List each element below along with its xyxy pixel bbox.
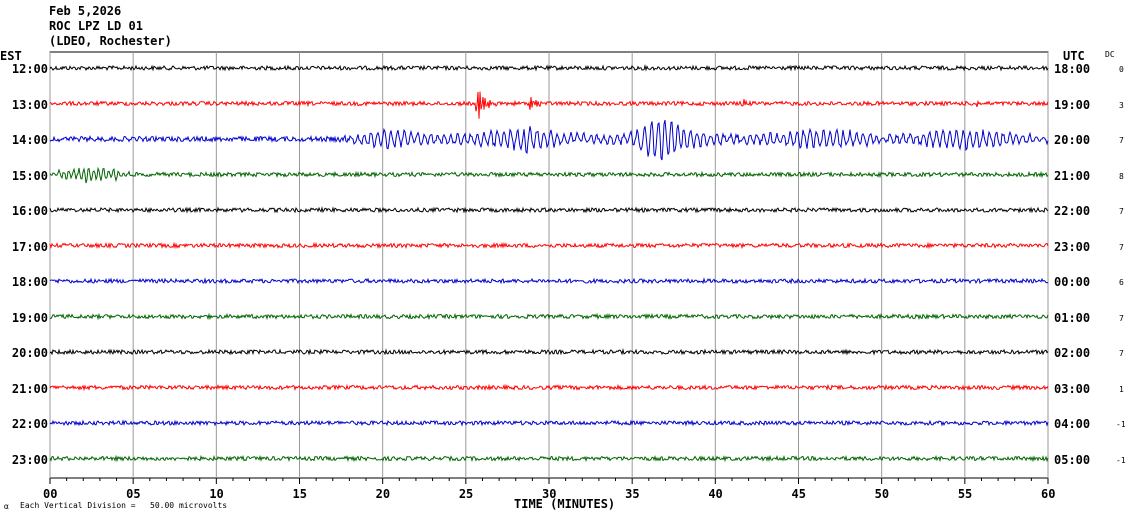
x-tick-label-25: 25: [458, 487, 474, 501]
x-tick-label-50: 50: [874, 487, 890, 501]
utc-label-2300: 23:00: [1054, 239, 1091, 254]
dc-value: 8: [1119, 171, 1124, 181]
dc-value: 1: [1119, 384, 1124, 394]
x-tick-label-15: 15: [292, 487, 307, 501]
dc-value: 7: [1119, 207, 1124, 216]
trace-2200: [49, 419, 1049, 427]
trace-1700: [49, 241, 1049, 250]
trace-1800: [49, 277, 1049, 285]
x-tick-label-35: 35: [625, 487, 640, 501]
est-label-1600: 16:00: [11, 204, 48, 218]
trace-1900: [49, 312, 1049, 321]
x-tick-label-40: 40: [708, 487, 723, 501]
x-tick-label-30: 30: [542, 487, 557, 501]
dc-value: 7: [1119, 313, 1124, 323]
dc-axis-label: DC: [1105, 50, 1115, 59]
est-label-1800: 18:00: [11, 275, 48, 289]
x-axis-label: TIME (MINUTES): [514, 497, 616, 511]
est-label-1200: 12:00: [11, 62, 48, 76]
utc-label-0200: 02:00: [1054, 346, 1091, 360]
dc-value: 7: [1119, 136, 1124, 145]
trace-2300: [49, 454, 1049, 463]
vertical-division-note: Each Vertical Division = 50.00 microvolt…: [20, 501, 228, 510]
trace-1500: [49, 166, 1049, 184]
trace-1200: [49, 64, 1049, 72]
est-label-1500: 15:00: [11, 168, 48, 183]
station-label: ROC LPZ LD 01: [49, 19, 143, 33]
est-label-2000: 20:00: [11, 346, 48, 360]
dc-value: -1: [1116, 455, 1126, 465]
trace-2100: [49, 383, 1049, 392]
utc-label-2200: 22:00: [1054, 204, 1091, 218]
network-label: (LDEO, Rochester): [49, 34, 172, 48]
dc-value: 3: [1119, 100, 1124, 110]
scale-icon: α: [4, 502, 9, 511]
date-label: Feb 5,2026: [49, 4, 122, 18]
trace-1600: [49, 206, 1049, 214]
est-label-2200: 22:00: [11, 417, 48, 431]
utc-label-2100: 21:00: [1054, 168, 1091, 183]
utc-label-2000: 20:00: [1054, 133, 1091, 147]
x-tick-label-45: 45: [791, 487, 806, 501]
x-tick-label-00: 00: [43, 487, 58, 501]
dc-value: 6: [1119, 278, 1124, 287]
trace-2000: [49, 348, 1049, 356]
trace-1400: [49, 119, 1049, 161]
est-label-2300: 23:00: [11, 452, 48, 467]
x-tick-label-55: 55: [957, 487, 973, 501]
utc-label-0400: 04:00: [1054, 417, 1091, 431]
x-tick-label-60: 60: [1041, 487, 1056, 501]
utc-label-0300: 03:00: [1054, 381, 1091, 396]
x-tick-label-05: 05: [126, 487, 141, 501]
est-label-1300: 13:00: [11, 97, 48, 112]
utc-label-0100: 01:00: [1054, 310, 1091, 325]
est-axis-label: EST: [0, 49, 22, 63]
utc-label-1800: 18:00: [1054, 62, 1091, 76]
est-label-1700: 17:00: [11, 239, 48, 254]
dc-value: 0: [1119, 65, 1124, 74]
x-tick-label-20: 20: [375, 487, 391, 501]
dc-value: 7: [1119, 349, 1124, 358]
trace-1300: [49, 91, 1049, 119]
est-label-1900: 19:00: [11, 310, 48, 325]
dc-value: -1: [1116, 420, 1126, 429]
utc-label-0500: 05:00: [1054, 452, 1091, 467]
utc-label-0000: 00:00: [1054, 275, 1091, 289]
est-label-1400: 14:00: [11, 133, 48, 147]
utc-axis-label: UTC: [1063, 49, 1085, 63]
x-tick-label-10: 10: [209, 487, 224, 501]
dc-value: 7: [1119, 242, 1124, 252]
utc-label-1900: 19:00: [1054, 97, 1091, 112]
est-label-2100: 21:00: [11, 381, 48, 396]
